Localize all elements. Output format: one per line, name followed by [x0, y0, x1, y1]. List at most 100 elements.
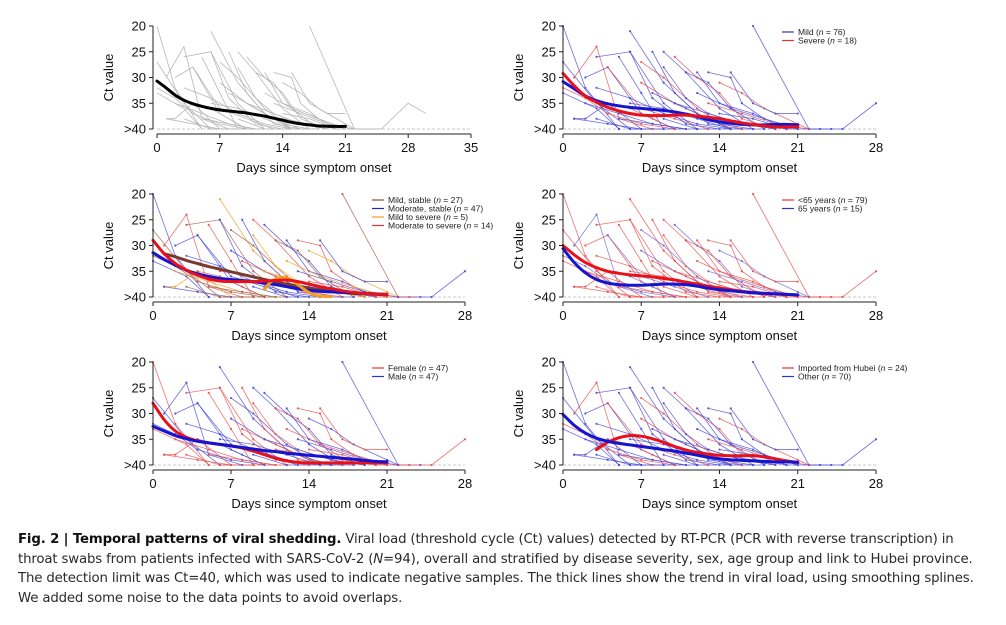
data-point [740, 427, 743, 431]
data-point [763, 463, 766, 467]
caption-n-symbol: N [373, 551, 384, 567]
data-point [229, 290, 233, 293]
data-point [341, 448, 344, 451]
data-point [718, 112, 721, 115]
x-tick-label: 28 [869, 308, 883, 323]
data-point [651, 427, 654, 431]
data-point [819, 463, 822, 467]
y-tick-label: 30 [132, 238, 146, 253]
y-tick-label: 35 [132, 264, 146, 279]
individual-line [165, 118, 220, 130]
data-point [307, 448, 311, 451]
x-tick-label: 0 [559, 308, 566, 323]
x-axis-label: Days since symptom onset [642, 496, 798, 511]
data-point [285, 463, 288, 467]
data-point [330, 427, 333, 431]
data-point [774, 295, 777, 299]
individual-line [674, 56, 776, 130]
individual-line [253, 454, 354, 466]
data-point [874, 438, 878, 441]
data-point [819, 295, 822, 299]
data-point [319, 412, 322, 415]
data-point [640, 122, 643, 125]
data-point [229, 275, 233, 278]
legend-entry: Other (n = 70) [798, 372, 851, 382]
legend: Mild (n = 76)Severe (n = 18) [782, 27, 857, 46]
figure-panels: 20 25 30 35 >40 Ct value 0 7 14 21 28 35 Days since … [101, 19, 908, 512]
data-point [684, 239, 688, 242]
data-point [352, 453, 355, 456]
data-point [673, 285, 676, 288]
x-tick-label: 14 [712, 140, 726, 155]
individual-line [282, 113, 364, 130]
data-point [595, 453, 598, 456]
data-point [174, 438, 177, 441]
individual-trajectories [156, 25, 427, 130]
data-point [606, 448, 609, 451]
data-point [241, 433, 244, 436]
data-point [696, 427, 699, 431]
data-point [751, 102, 755, 105]
individual-line [685, 71, 765, 130]
individual-line [596, 454, 698, 466]
data-point [662, 412, 665, 415]
individual-line [237, 51, 310, 130]
data-point [662, 218, 665, 221]
data-point [707, 448, 710, 451]
data-point [595, 391, 598, 394]
data-point [696, 295, 699, 299]
data-point [341, 280, 344, 283]
legend-entry: Mild, stable (n = 27) [388, 195, 463, 205]
data-point [729, 407, 732, 410]
individual-line [156, 87, 247, 130]
data-point [684, 443, 688, 446]
x-tick-label: 14 [712, 308, 726, 323]
data-point [785, 463, 788, 467]
data-point [163, 285, 166, 288]
data-point [751, 192, 755, 196]
data-point [662, 249, 665, 252]
individual-line [730, 72, 798, 114]
data-point [696, 107, 699, 110]
data-point [684, 265, 688, 268]
data-point [595, 223, 598, 226]
data-point [606, 402, 609, 405]
data-point [207, 280, 210, 283]
individual-line [663, 219, 754, 298]
data-point [707, 102, 710, 105]
data-point [651, 97, 654, 100]
individual-line [156, 25, 203, 130]
data-point [729, 244, 732, 247]
data-point [584, 285, 587, 288]
data-point [718, 417, 721, 420]
data-point [584, 117, 587, 120]
individual-line [607, 234, 709, 298]
data-point [662, 102, 665, 105]
data-point [363, 295, 366, 299]
data-point [640, 249, 643, 252]
data-point [363, 280, 366, 283]
data-point [662, 117, 665, 120]
data-point [330, 259, 333, 263]
legend-entry: Mild (n = 76) [798, 27, 846, 37]
data-point [595, 86, 598, 89]
data-point [617, 453, 620, 456]
data-point [185, 223, 188, 226]
legend: Imported from Hubei (n = 24)Other (n = 7… [782, 363, 908, 382]
data-point [696, 463, 699, 467]
data-point [307, 458, 311, 461]
data-point [729, 239, 732, 242]
x-tick-label: 7 [227, 308, 234, 323]
data-point [207, 285, 210, 288]
individual-line [696, 260, 798, 298]
data-point [196, 448, 199, 451]
data-point [307, 249, 311, 252]
data-point [628, 127, 632, 131]
y-tick-label: 35 [132, 432, 146, 447]
y-axis-label: Ct value [511, 54, 526, 102]
individual-line [237, 118, 319, 130]
data-point [673, 270, 676, 273]
individual-line [186, 286, 287, 298]
data-point [707, 112, 710, 115]
y-axis-label: Ct value [511, 222, 526, 270]
